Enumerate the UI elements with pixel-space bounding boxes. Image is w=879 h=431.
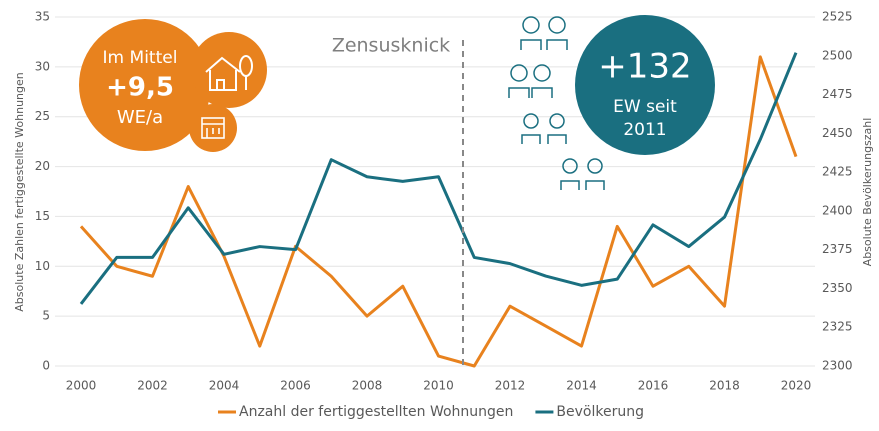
mittel-unit: WE/a (117, 107, 163, 128)
y2-tick-label: 2425 (822, 165, 853, 179)
y2-tick-label: 2500 (822, 48, 853, 62)
y-tick-label: 5 (42, 309, 50, 323)
y2-axis-label: Absolute Bevölkerungszahl (861, 118, 874, 267)
legend-label: Bevölkerung (556, 404, 644, 420)
y-axis-label: Absolute Zahlen fertiggestellte Wohnunge… (13, 72, 26, 311)
y2-tick-label: 2350 (822, 281, 853, 295)
y2-tick-label: 2525 (822, 10, 853, 24)
ew-text2: 2011 (623, 120, 666, 140)
x-tick-label: 2016 (638, 379, 669, 393)
x-tick-label: 2004 (209, 379, 240, 393)
house-circle (191, 32, 267, 108)
y-tick-label: 10 (35, 259, 50, 273)
x-tick-label: 2012 (495, 379, 526, 393)
legend: Anzahl der fertiggestellten Wohnungen Bev… (218, 404, 644, 420)
ew-circle (575, 15, 715, 155)
x-tick-label: 2008 (352, 379, 383, 393)
y2-tick-label: 2375 (822, 242, 853, 256)
y2-tick-label: 2325 (822, 320, 853, 334)
x-tick-label: 2000 (66, 379, 97, 393)
x-tick-label: 2002 (137, 379, 168, 393)
x-tick-label: 2006 (280, 379, 311, 393)
people-icons (508, 16, 605, 190)
x-tick-label: 2020 (781, 379, 812, 393)
y-tick-label: 20 (35, 159, 50, 173)
y-tick-label: 0 (42, 359, 50, 373)
ew-value: +132 (598, 47, 691, 87)
line-series (79, 55, 798, 368)
line-series (79, 52, 798, 305)
x-tick-label: 2014 (566, 379, 597, 393)
y-tick-label: 30 (35, 59, 50, 73)
mittel-circle (79, 19, 211, 151)
mittel-value: +9,5 (106, 73, 174, 103)
y2-tick-label: 2400 (822, 203, 853, 217)
y-tick-label: 35 (35, 10, 50, 24)
shop-icon (201, 117, 225, 139)
y2-tick-label: 2450 (822, 126, 853, 140)
y2-tick-label: 2300 (822, 359, 853, 373)
x-tick-label: 2018 (709, 379, 740, 393)
y2-tick-label: 2475 (822, 87, 853, 101)
mittel-head: Im Mittel (103, 48, 178, 68)
ew-text1: EW seit (613, 97, 677, 117)
x-tick-label: 2010 (423, 379, 454, 393)
legend-label: Anzahl der fertiggestellten Wohnungen (239, 404, 513, 420)
zensus-label: Zensusknick (332, 35, 450, 57)
y-tick-label: 25 (35, 109, 50, 123)
y-tick-label: 15 (35, 209, 50, 223)
house-icon (205, 55, 253, 91)
